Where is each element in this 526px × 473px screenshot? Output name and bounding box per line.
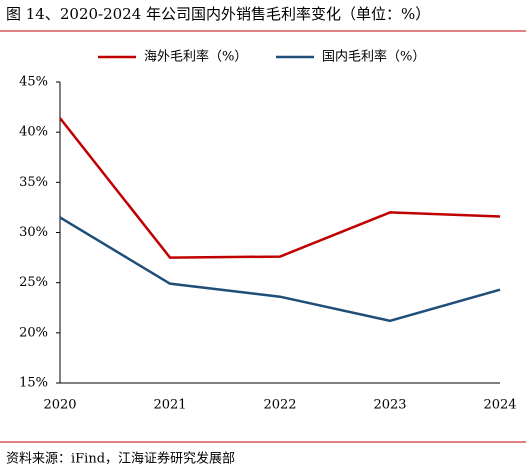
y-tick-label: 45%	[19, 75, 48, 90]
legend-label: 海外毛利率（%）	[144, 49, 247, 65]
series-line	[59, 117, 501, 259]
x-tick-label: 2020	[43, 398, 76, 413]
y-tick-label: 25%	[19, 275, 48, 290]
chart-title: 图 14、2020-2024 年公司国内外销售毛利率变化（单位：%）	[6, 5, 430, 23]
y-tick-label: 40%	[19, 125, 48, 140]
y-tick-label: 35%	[19, 175, 48, 190]
x-tick-label: 2023	[373, 398, 406, 413]
x-tick-label: 2021	[153, 398, 186, 413]
x-tick-label: 2022	[263, 398, 296, 413]
series-line	[59, 216, 501, 323]
y-tick-label: 20%	[19, 325, 48, 340]
y-tick-label: 30%	[19, 225, 48, 240]
x-tick-label: 2024	[483, 398, 516, 413]
y-tick-label: 15%	[19, 376, 48, 391]
source-note: 资料来源：iFind，江海证券研究发展部	[6, 451, 235, 467]
legend-label: 国内毛利率（%）	[322, 49, 425, 65]
